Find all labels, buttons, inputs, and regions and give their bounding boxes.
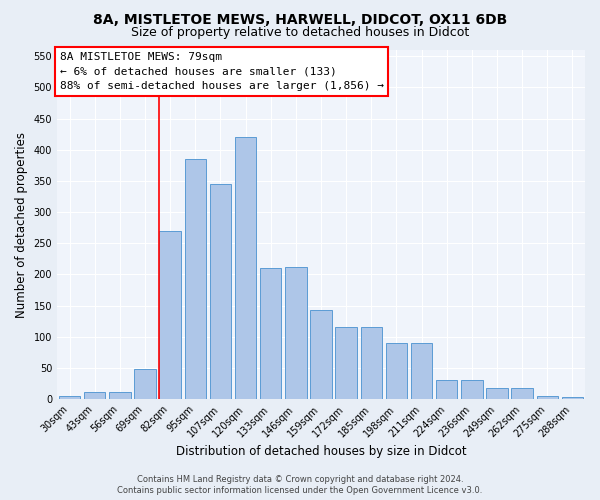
Bar [59, 396, 80, 399]
Bar [160, 231, 181, 399]
Y-axis label: Number of detached properties: Number of detached properties [15, 132, 28, 318]
Bar [386, 343, 407, 399]
Bar [235, 138, 256, 399]
Bar [134, 369, 156, 399]
Bar [361, 328, 382, 399]
Bar [436, 380, 457, 399]
Bar [511, 388, 533, 399]
Bar [285, 267, 307, 399]
Text: 8A, MISTLETOE MEWS, HARWELL, DIDCOT, OX11 6DB: 8A, MISTLETOE MEWS, HARWELL, DIDCOT, OX1… [93, 12, 507, 26]
Bar [335, 328, 357, 399]
Bar [536, 396, 558, 399]
Bar [562, 397, 583, 399]
Bar [210, 184, 231, 399]
Text: Contains public sector information licensed under the Open Government Licence v3: Contains public sector information licen… [118, 486, 482, 495]
Bar [461, 380, 482, 399]
Bar [411, 343, 432, 399]
Bar [84, 392, 106, 399]
Bar [109, 392, 131, 399]
Text: Size of property relative to detached houses in Didcot: Size of property relative to detached ho… [131, 26, 469, 39]
Bar [185, 159, 206, 399]
Text: 8A MISTLETOE MEWS: 79sqm
← 6% of detached houses are smaller (133)
88% of semi-d: 8A MISTLETOE MEWS: 79sqm ← 6% of detache… [59, 52, 383, 92]
Bar [260, 268, 281, 399]
Bar [487, 388, 508, 399]
X-axis label: Distribution of detached houses by size in Didcot: Distribution of detached houses by size … [176, 444, 466, 458]
Bar [310, 310, 332, 399]
Text: Contains HM Land Registry data © Crown copyright and database right 2024.: Contains HM Land Registry data © Crown c… [137, 475, 463, 484]
